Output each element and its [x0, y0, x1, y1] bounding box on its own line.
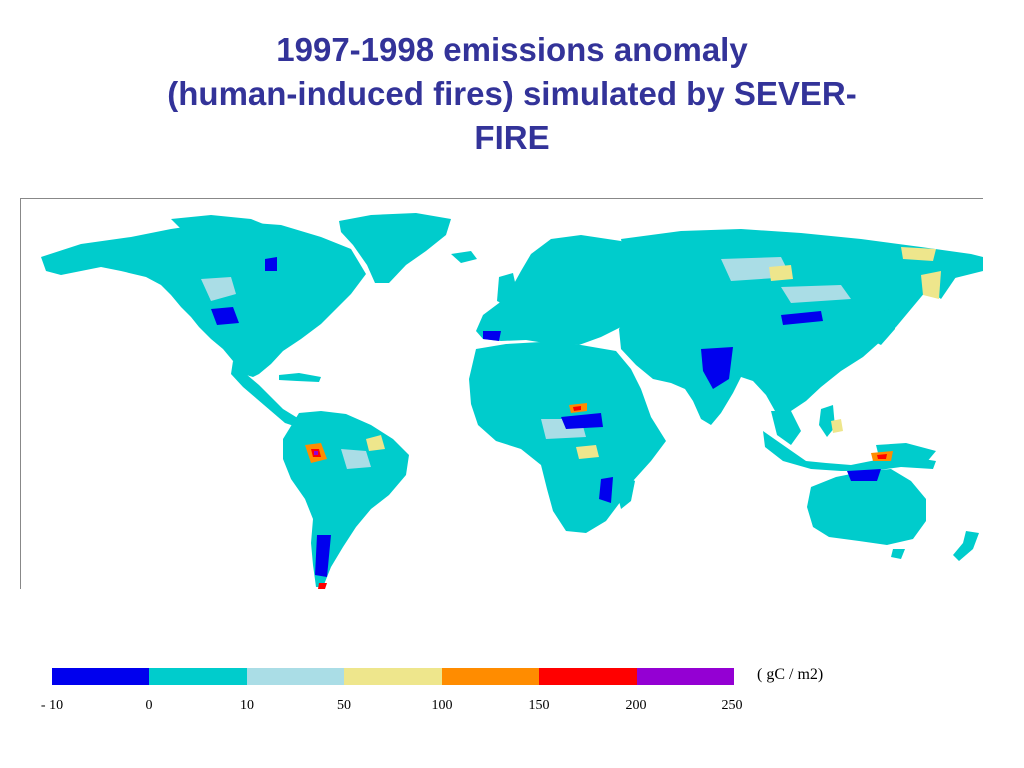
legend-swatch-100-150 — [441, 668, 540, 685]
yellow-area-kamchatka — [921, 271, 941, 299]
light-area-canada — [201, 277, 236, 301]
greenland — [339, 213, 451, 283]
yellow-area-central-asia — [769, 265, 793, 281]
light-area-south-america — [341, 449, 371, 469]
iceland — [451, 251, 477, 263]
red-area-africa — [573, 406, 581, 411]
japan — [873, 307, 897, 345]
yellow-areas — [366, 247, 941, 459]
new-zealand — [953, 531, 979, 561]
negative-area-east-africa — [599, 477, 613, 503]
arctic-islands — [171, 215, 276, 233]
philippines — [819, 405, 835, 437]
world-map — [20, 198, 983, 589]
negative-anomaly-areas — [211, 257, 881, 577]
negative-area-iberia — [483, 331, 501, 341]
legend-swatch-0-10 — [149, 668, 247, 685]
negative-area-sahel — [561, 413, 603, 429]
negative-area-canada — [211, 307, 239, 325]
legend-tick: 50 — [337, 698, 351, 713]
legend-swatch-10-50 — [246, 668, 345, 685]
tasmania — [891, 549, 905, 559]
australia — [807, 469, 926, 545]
negative-area-hudson — [265, 257, 277, 271]
legend-tick: 200 — [625, 698, 647, 713]
red-area-tierra-del-fuego — [318, 583, 327, 589]
yellow-area-africa — [576, 445, 599, 459]
world-map-svg — [21, 199, 983, 589]
legend-swatch-negative — [52, 668, 150, 685]
high-anomaly-areas — [305, 403, 893, 589]
legend-tick: 250 — [721, 698, 743, 713]
light-area-mongolia — [781, 285, 851, 303]
north-america — [41, 221, 366, 377]
southeast-asia — [771, 411, 801, 445]
british-isles — [497, 273, 517, 307]
legend-colorbar — [52, 668, 734, 685]
legend-tick: 150 — [528, 698, 550, 713]
legend-unit: ( gC / m2) — [757, 666, 824, 683]
madagascar — [617, 475, 635, 509]
legend-swatch-50-100 — [344, 668, 442, 685]
title-line-2: (human-induced fires) simulated by SEVER… — [167, 75, 857, 112]
legend-tick: 100 — [431, 698, 453, 713]
negative-area-india — [701, 347, 733, 389]
title-line-3: FIRE — [474, 119, 550, 156]
negative-area-north-australia — [847, 469, 881, 481]
yellow-area-indonesia — [831, 419, 843, 433]
map-title: 1997-1998 emissions anomaly (human-induc… — [60, 28, 964, 160]
central-america — [231, 361, 303, 427]
caribbean — [279, 373, 321, 382]
purple-area-amazon — [314, 451, 318, 455]
legend-swatch-200-250 — [636, 668, 734, 685]
title-line-1: 1997-1998 emissions anomaly — [276, 31, 748, 68]
legend-tick: 10 — [240, 698, 254, 713]
europe — [476, 235, 646, 345]
legend-tick: - 10 — [40, 698, 64, 713]
yellow-area-south-america — [366, 435, 385, 451]
legend-swatch-150-200 — [539, 668, 637, 685]
yellow-area-siberia-east — [901, 247, 936, 261]
legend-tick: 0 — [145, 698, 153, 713]
red-area-indonesia — [877, 454, 887, 459]
negative-area-patagonia — [315, 535, 331, 577]
negative-area-central-asia — [781, 311, 823, 325]
